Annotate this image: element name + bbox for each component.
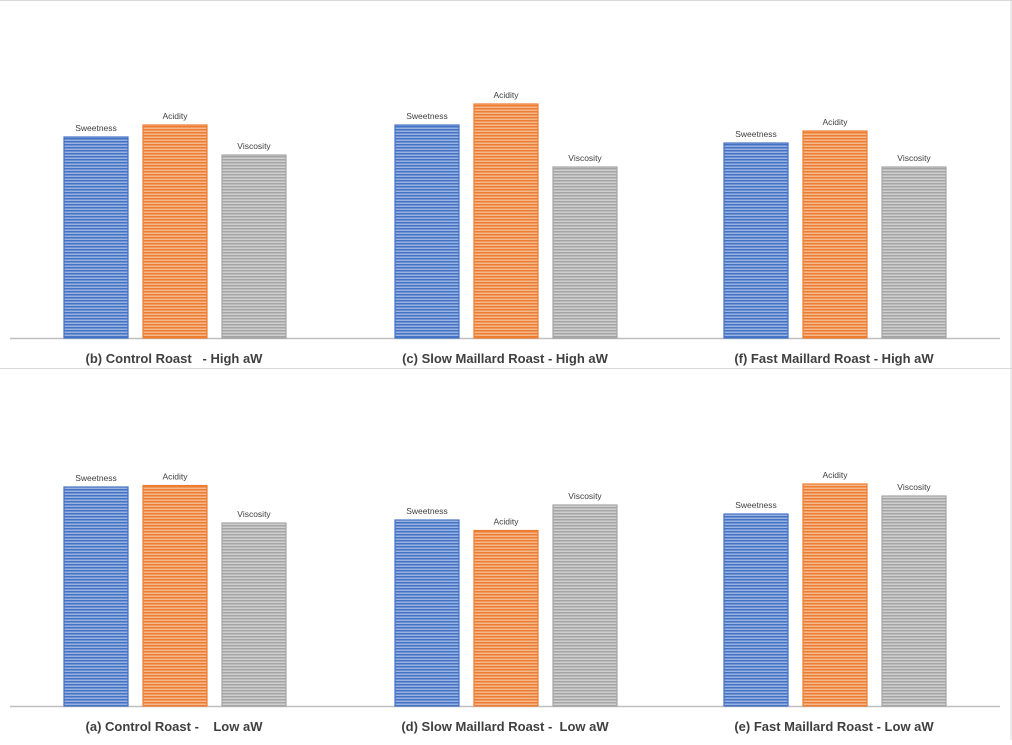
bar-sweetness xyxy=(63,486,129,707)
bar-data-label: Viscosity xyxy=(568,491,602,501)
bar-acidity xyxy=(142,484,208,707)
bar-viscosity xyxy=(221,154,287,339)
bar-acidity xyxy=(802,483,868,707)
bar-data-label: Viscosity xyxy=(897,153,931,163)
bar-data-label: Acidity xyxy=(822,117,848,127)
bar-data-label: Sweetness xyxy=(406,111,448,121)
bar-acidity xyxy=(473,103,539,339)
bar-sweetness xyxy=(723,513,789,707)
category-label: (e) Fast Maillard Roast - Low aW xyxy=(734,719,934,734)
category-label: (b) Control Roast - High aW xyxy=(86,351,264,366)
category-label: (f) Fast Maillard Roast - High aW xyxy=(734,351,934,366)
bar-data-label: Sweetness xyxy=(735,129,777,139)
category-label: (c) Slow Maillard Roast - High aW xyxy=(402,351,609,366)
bar-data-label: Acidity xyxy=(822,470,848,480)
bar-data-label: Sweetness xyxy=(75,123,117,133)
bar-sweetness xyxy=(63,136,129,339)
bar-data-label: Sweetness xyxy=(735,500,777,510)
bar-viscosity xyxy=(881,166,947,339)
bar-acidity xyxy=(802,130,868,339)
bar-viscosity xyxy=(552,504,618,707)
bar-data-label: Acidity xyxy=(162,111,188,121)
bar-sweetness xyxy=(394,519,460,707)
bar-sweetness xyxy=(723,142,789,339)
bar-viscosity xyxy=(221,522,287,707)
chart-panel-1: Sweetness Acidity Viscosity (b) Control Roa… xyxy=(10,90,1000,366)
bar-data-label: Viscosity xyxy=(897,482,931,492)
bar-acidity xyxy=(142,124,208,339)
bar-data-label: Viscosity xyxy=(568,153,602,163)
chart-panel-2: Sweetness Acidity Viscosity (a) Control Roa… xyxy=(10,470,1000,734)
bar-data-label: Acidity xyxy=(162,472,188,482)
bar-data-label: Acidity xyxy=(493,517,519,527)
bar-data-label: Acidity xyxy=(493,90,519,100)
bar-sweetness xyxy=(394,124,460,339)
bar-data-label: Sweetness xyxy=(406,506,448,516)
bar-data-label: Viscosity xyxy=(237,141,271,151)
bar-data-label: Sweetness xyxy=(75,473,117,483)
bar-viscosity xyxy=(881,495,947,707)
bar-viscosity xyxy=(552,166,618,339)
bar-acidity xyxy=(473,529,539,707)
category-label: (a) Control Roast - Low aW xyxy=(86,719,264,734)
bar-data-label: Viscosity xyxy=(237,509,271,519)
category-label: (d) Slow Maillard Roast - Low aW xyxy=(401,719,609,734)
